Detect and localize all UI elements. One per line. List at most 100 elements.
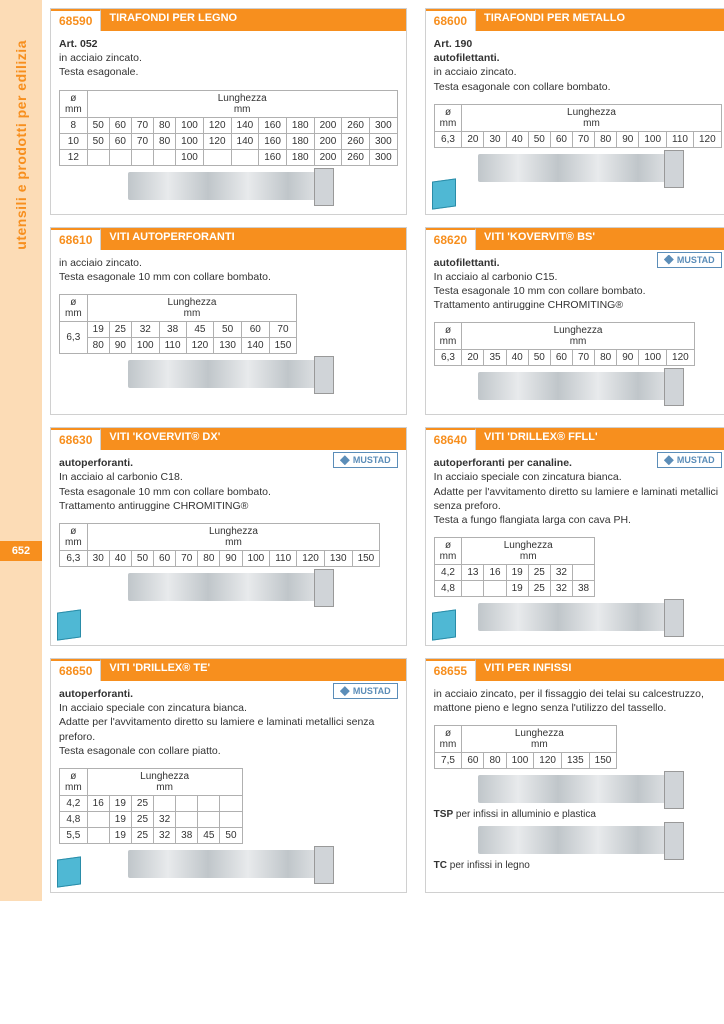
- sidebar: utensili e prodotti per edilizia 652: [0, 0, 42, 901]
- table-cell: 25: [131, 827, 153, 843]
- table-cell: 70: [572, 131, 594, 147]
- table-cell: 150: [352, 550, 380, 566]
- product-title: VITI PER INFISSI: [476, 659, 724, 681]
- screw-illustration: [478, 775, 678, 803]
- product-card: 68640VITI 'DRILLEX® FFLL'MUSTADautoperfo…: [425, 427, 724, 646]
- product-code: 68655: [426, 659, 476, 681]
- card-header: 68620VITI 'KOVERVIT® BS': [426, 228, 724, 250]
- length-header: Lunghezzamm: [462, 726, 617, 753]
- product-card: 68630VITI 'KOVERVIT® DX'MUSTADautoperfor…: [50, 427, 407, 646]
- diameter-header: ømm: [60, 294, 88, 321]
- screw-illustration: [478, 603, 678, 631]
- table-cell: 200: [314, 117, 342, 133]
- table-cell: [87, 811, 109, 827]
- product-card: 68655VITI PER INFISSIin acciaio zincato,…: [425, 658, 724, 893]
- table-cell: 80: [595, 350, 617, 366]
- size-table: ømmLunghezzamm6,320304050607080901001101…: [434, 104, 722, 148]
- brand-badge: MUSTAD: [333, 452, 398, 468]
- table-cell: 25: [109, 321, 131, 337]
- length-header: Lunghezzamm: [87, 90, 397, 117]
- table-cell: 19: [109, 811, 131, 827]
- table-row: 1050607080100120140160180200260300: [60, 133, 398, 149]
- table-cell: 200: [314, 149, 342, 165]
- table-cell: 7,5: [434, 753, 462, 769]
- table-cell: 60: [550, 131, 572, 147]
- table-cell: 90: [220, 550, 242, 566]
- table-cell: 120: [203, 117, 231, 133]
- table-cell: 4,2: [60, 795, 88, 811]
- table-cell: 160: [259, 149, 287, 165]
- size-table: ømmLunghezzamm6,32035405060708090100120: [434, 322, 695, 366]
- table-cell: 25: [528, 581, 550, 597]
- product-code: 68630: [51, 428, 101, 450]
- table-cell: 6,3: [60, 550, 88, 566]
- table-cell: 150: [269, 337, 297, 353]
- product-title: VITI 'DRILLEX® TE': [101, 659, 405, 681]
- table-cell: [87, 149, 109, 165]
- length-header: Lunghezzamm: [87, 523, 380, 550]
- table-cell: [131, 149, 153, 165]
- product-code: 68620: [426, 228, 476, 250]
- table-cell: 16: [484, 565, 506, 581]
- table-cell: 6,3: [434, 131, 462, 147]
- table-row: 6,32030405060708090100110120: [434, 131, 721, 147]
- package-icon: [432, 178, 456, 209]
- table-cell: 120: [667, 350, 695, 366]
- table-cell: 140: [231, 133, 259, 149]
- table-cell: 140: [241, 337, 269, 353]
- table-cell: 40: [506, 350, 528, 366]
- brand-badge: MUSTAD: [657, 452, 722, 468]
- card-header: 68655VITI PER INFISSI: [426, 659, 724, 681]
- brand-badge: MUSTAD: [657, 252, 722, 268]
- table-cell: 120: [203, 133, 231, 149]
- table-cell: 60: [154, 550, 176, 566]
- table-cell: [484, 581, 506, 597]
- page-number: 652: [0, 541, 42, 561]
- card-header: 68610VITI AUTOPERFORANTI: [51, 228, 406, 250]
- size-table: ømmLunghezzamm4,213161925324,819253238: [434, 537, 595, 597]
- table-cell: 40: [506, 131, 528, 147]
- table-cell: 32: [154, 827, 176, 843]
- table-cell: 110: [270, 550, 297, 566]
- table-cell: 130: [214, 337, 242, 353]
- table-cell: 100: [131, 337, 159, 353]
- table-cell: 13: [462, 565, 484, 581]
- product-code: 68600: [426, 9, 476, 31]
- table-cell: 50: [87, 133, 109, 149]
- table-cell: 35: [484, 350, 506, 366]
- table-cell: 10: [60, 133, 88, 149]
- product-title: VITI 'KOVERVIT® DX': [101, 428, 405, 450]
- table-row: 4,8192532: [60, 811, 243, 827]
- diameter-header: ømm: [60, 523, 88, 550]
- table-cell: [154, 795, 176, 811]
- product-card: 68620VITI 'KOVERVIT® BS'MUSTADautofilett…: [425, 227, 724, 416]
- content-grid: 68590TIRAFONDI PER LEGNOArt. 052in accia…: [42, 0, 724, 901]
- card-header: 68640VITI 'DRILLEX® FFLL': [426, 428, 724, 450]
- table-cell: 100: [176, 149, 204, 165]
- table-cell: 4,2: [434, 565, 462, 581]
- table-cell: 120: [693, 131, 721, 147]
- product-code: 68650: [51, 659, 101, 681]
- table-cell: 160: [259, 133, 287, 149]
- table-cell: 25: [528, 565, 550, 581]
- table-cell: [572, 565, 594, 581]
- table-cell: 60: [109, 117, 131, 133]
- screw-illustration: [478, 372, 678, 400]
- size-table: ømmLunghezzamm6,319253238455060708090100…: [59, 294, 297, 354]
- diameter-header: ømm: [60, 90, 88, 117]
- table-cell: 50: [528, 131, 550, 147]
- table-cell: [220, 795, 242, 811]
- table-cell: 50: [87, 117, 109, 133]
- screw-illustration: [128, 172, 328, 200]
- table-cell: 140: [231, 117, 259, 133]
- table-row: 12100160180200260300: [60, 149, 398, 165]
- table-cell: 70: [176, 550, 198, 566]
- package-icon: [432, 609, 456, 640]
- product-card: 68650VITI 'DRILLEX® TE'MUSTADautoperfora…: [50, 658, 407, 893]
- table-cell: 20: [462, 131, 484, 147]
- package-icon: [57, 856, 81, 887]
- size-table: ømmLunghezzamm85060708010012014016018020…: [59, 90, 398, 166]
- length-header: Lunghezzamm: [462, 104, 721, 131]
- table-row: 6,32035405060708090100120: [434, 350, 694, 366]
- table-cell: [203, 149, 231, 165]
